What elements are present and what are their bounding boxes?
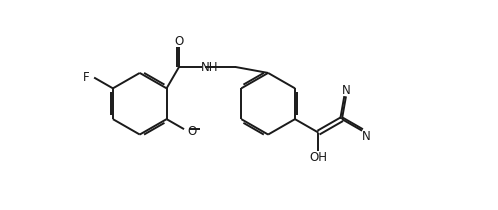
Text: O: O [174,35,184,48]
Text: OH: OH [309,151,328,164]
Text: N: N [362,130,371,143]
Text: F: F [83,71,90,84]
Text: NH: NH [201,61,219,74]
Text: N: N [342,84,351,97]
Text: O: O [187,125,196,138]
